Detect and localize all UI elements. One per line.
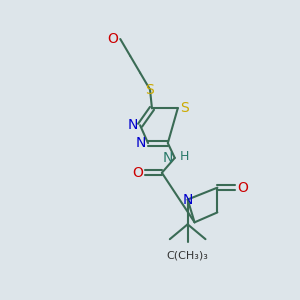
Text: O: O — [237, 181, 248, 195]
Text: C(CH₃)₃: C(CH₃)₃ — [167, 250, 208, 260]
Text: H: H — [180, 150, 189, 164]
Text: N: N — [128, 118, 138, 132]
Text: S: S — [180, 101, 188, 116]
Text: O: O — [107, 32, 118, 46]
Text: O: O — [132, 166, 143, 180]
Text: N: N — [162, 151, 173, 165]
Text: N: N — [182, 193, 193, 206]
Text: N: N — [136, 136, 146, 150]
Text: S: S — [146, 82, 154, 97]
